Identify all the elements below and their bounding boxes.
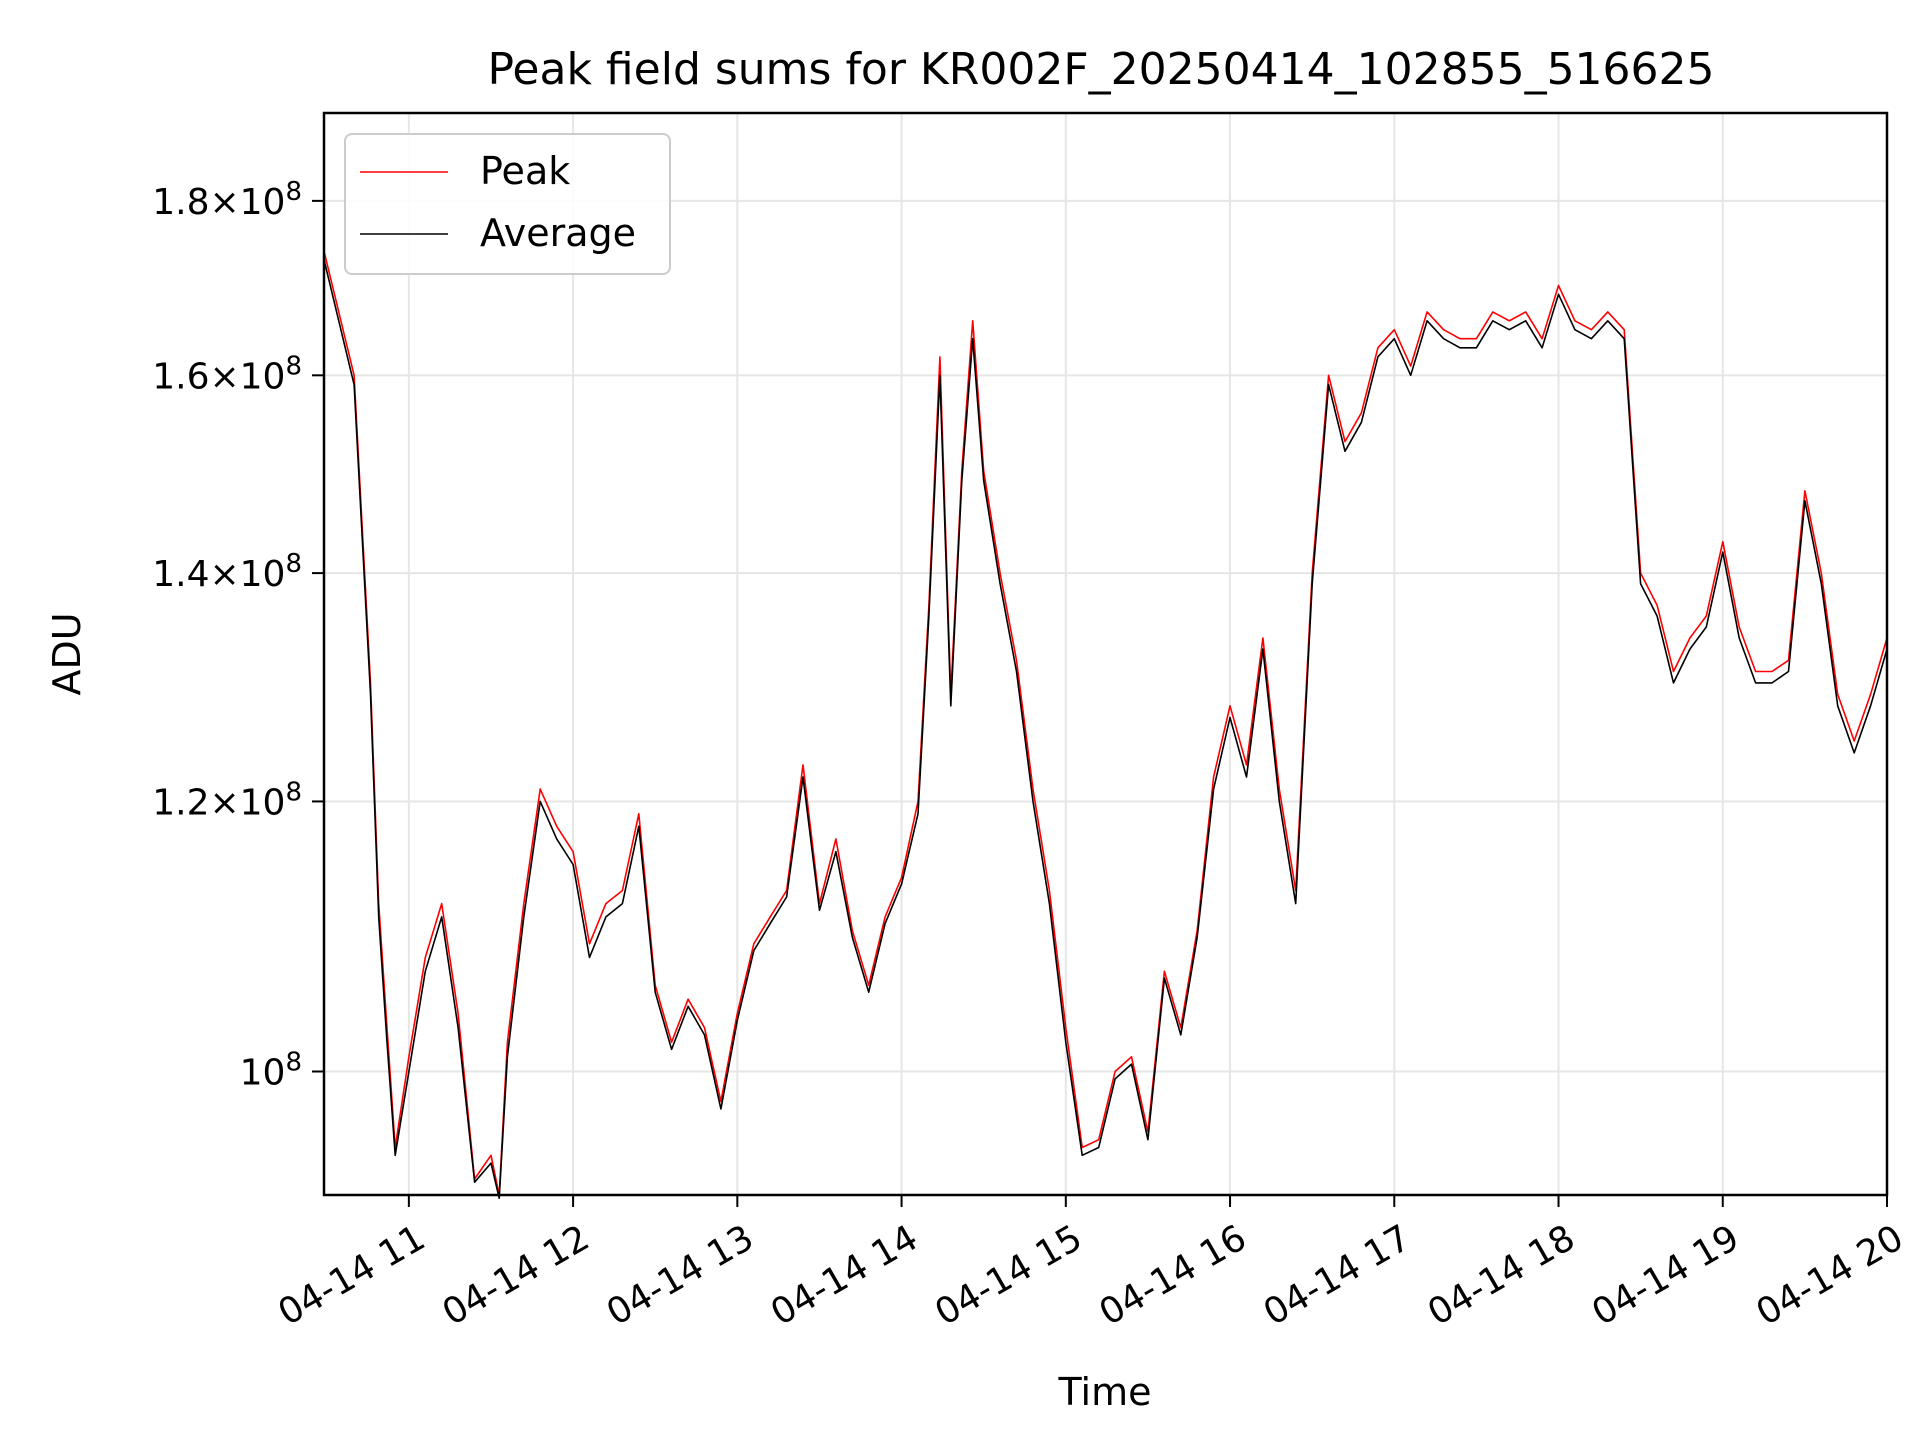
- legend-label-average: Average: [480, 211, 636, 255]
- legend-label-peak: Peak: [480, 149, 570, 193]
- chart-title: Peak field sums for KR002F_20250414_1028…: [487, 44, 1714, 95]
- y-tick-label: 1.4×108: [152, 549, 302, 595]
- x-axis-label: Time: [1058, 1370, 1152, 1414]
- y-tick-label: 108: [240, 1047, 302, 1093]
- series-line-average: [323, 209, 1888, 1199]
- y-axis-ticks: 108 1.2×108 1.4×108 1.6×108 1.8×108: [152, 177, 324, 1093]
- y-tick-label: 1.6×108: [152, 351, 302, 397]
- y-tick-label: 1.8×108: [152, 177, 302, 223]
- y-axis-label: ADU: [45, 612, 89, 695]
- legend-box: [344, 133, 671, 275]
- legend: Peak Average: [344, 133, 671, 275]
- plot-frame: [322, 111, 1889, 1197]
- y-tick-label: 1.2×108: [152, 777, 302, 823]
- series-line-peak: [323, 113, 1888, 1196]
- plot-series: [323, 113, 1888, 1199]
